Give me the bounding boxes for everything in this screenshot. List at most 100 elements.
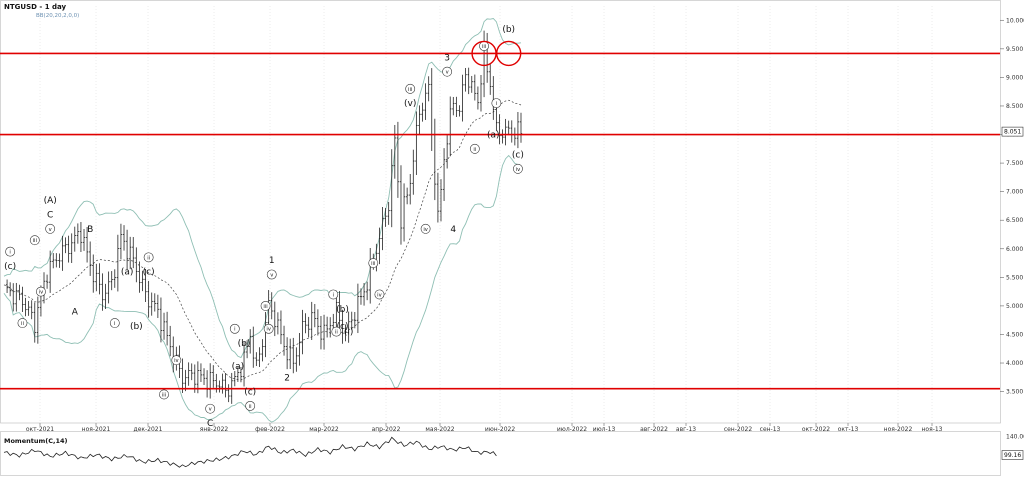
wave-label: ii	[249, 404, 252, 410]
y-tick-label: 7.000	[1006, 189, 1023, 196]
wave-label-circle	[331, 326, 342, 337]
x-tick-label: фев-2022	[255, 426, 285, 433]
wave-label: (c)	[512, 151, 524, 161]
y-tick-label: 4.000	[1006, 360, 1023, 367]
x-tick-label: июн-2022	[485, 426, 515, 433]
wave-label: (b)	[130, 322, 143, 332]
momentum-panel: 140.00 99.16	[3, 433, 1024, 468]
time-axis: окт-2021 ноя-2021 дек-2021 янв-2022 фев-2022…	[26, 423, 943, 433]
y-tick-label: 3.500	[1006, 389, 1023, 396]
x-tick-label: ноя-13	[921, 426, 942, 433]
wave-label-circle	[405, 83, 416, 94]
price-axis: 10.0009.5009.0008.5008.0007.5007.0006.50…	[1000, 17, 1024, 396]
wave-label: iii	[263, 304, 267, 310]
wave-label: C	[207, 419, 213, 429]
y-tick-label: 6.000	[1006, 246, 1023, 253]
grid-lines	[0, 0, 1001, 476]
wave-label: v	[209, 407, 212, 413]
wave-label: ii	[335, 330, 338, 336]
wave-label: i	[333, 292, 334, 298]
wave-label: (b)	[238, 339, 251, 349]
wave-label-circle	[229, 323, 240, 334]
marked-points	[471, 40, 522, 67]
wave-label: iv	[377, 292, 382, 298]
horizontal-levels	[0, 52, 1000, 390]
wave-label: v	[270, 272, 273, 278]
wave-label: iii	[408, 87, 412, 93]
momentum-label: Momentum(C,14)	[4, 437, 68, 445]
wave-label-circle	[159, 389, 169, 400]
wave-label: iii	[371, 261, 375, 267]
wave-label: i	[9, 250, 10, 256]
wave-label-circle	[205, 403, 216, 414]
wave-label: (A)	[44, 196, 57, 206]
wave-label-circle	[109, 318, 120, 328]
momentum-last-box	[1001, 450, 1024, 460]
wave-label: 4	[450, 225, 456, 235]
wave-label: i	[496, 101, 497, 107]
x-tick-label: авг-13	[676, 426, 696, 433]
wave-label-circle	[491, 98, 502, 109]
wave-label: v	[49, 227, 52, 233]
momentum-last-label: 99.16	[1004, 452, 1021, 459]
wave-label-circle	[171, 355, 182, 366]
wave-label: iv	[174, 358, 179, 364]
wave-label-circle	[5, 246, 16, 257]
wave-label: (a)	[487, 131, 500, 141]
wave-label-circle	[143, 252, 154, 263]
wave-label: v	[446, 70, 449, 76]
chart-subtitle: BB(20,20,2,0,0)	[36, 13, 79, 19]
wave-label: (b)	[502, 25, 515, 35]
x-tick-label: июл-13	[593, 426, 616, 433]
wave-label: (c)	[337, 322, 349, 332]
wave-label: (i)	[344, 328, 354, 338]
wave-label-circle	[245, 400, 256, 411]
wave-label: 2	[284, 373, 290, 383]
x-tick-label: дек-2021	[134, 426, 163, 433]
y-tick-label: 7.500	[1006, 160, 1023, 167]
wave-label: iii	[162, 392, 166, 398]
y-tick-label: 5.500	[1006, 274, 1023, 281]
wave-label-circle	[36, 286, 46, 297]
x-tick-label: окт-2021	[26, 426, 54, 433]
x-tick-label: мая-2022	[425, 426, 454, 433]
wave-label: iii	[33, 238, 37, 244]
wave-label: (c)	[244, 388, 256, 398]
y-tick-label: 10.000	[1006, 17, 1024, 24]
wave-label: ii	[21, 321, 24, 327]
wave-label: ii	[147, 255, 150, 261]
x-tick-label: апр-2022	[372, 426, 401, 433]
y-tick-label: 9.500	[1006, 46, 1023, 53]
wave-label-circle	[263, 323, 274, 334]
last-price-box	[1001, 126, 1024, 137]
plot-frame	[0, 0, 1001, 424]
wave-label: iii	[482, 44, 486, 50]
x-tick-label: ноя-2021	[82, 426, 111, 433]
momentum-frame	[0, 431, 1001, 476]
wave-label-circle	[469, 143, 480, 154]
wave-label-circle	[513, 163, 523, 174]
wave-label: (c)	[143, 268, 155, 278]
wave-label-circle	[328, 289, 339, 300]
x-tick-label: ноя-2022	[884, 426, 913, 433]
x-tick-label: окт-2022	[802, 426, 830, 433]
wave-label-circle	[374, 289, 385, 300]
wave-label-circle	[29, 235, 40, 246]
wave-label: ii	[473, 147, 476, 153]
y-tick-label: 9.000	[1006, 74, 1023, 81]
x-tick-label: сен-13	[760, 426, 781, 433]
wave-label: (c)	[4, 262, 16, 272]
x-tick-label: янв-2022	[200, 426, 229, 433]
x-tick-label: мар-2022	[309, 426, 339, 433]
wave-label: (a)	[121, 268, 134, 278]
wave-label-circle	[442, 66, 453, 77]
wave-label: iv	[516, 167, 521, 173]
wave-label: 3	[444, 53, 450, 63]
x-tick-label: сен-2022	[724, 426, 753, 433]
x-tick-label: авг-2022	[640, 426, 668, 433]
y-tick-label: 4.500	[1006, 331, 1023, 338]
wave-label: A	[72, 308, 79, 318]
